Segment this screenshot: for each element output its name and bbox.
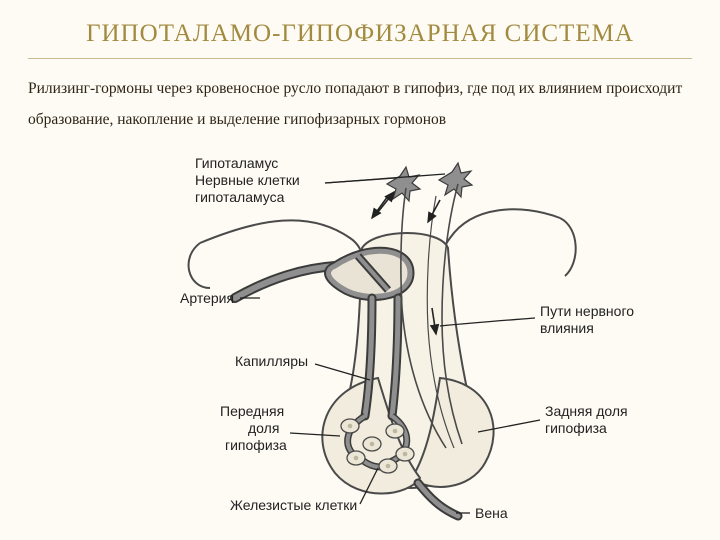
label-posterior-2: гипофиза — [545, 420, 607, 436]
slide: ГИПОТАЛАМО-ГИПОФИЗАРНАЯ СИСТЕМА Рилизинг… — [0, 0, 720, 540]
label-hypothalamus: Гипоталамус — [195, 155, 278, 171]
diagram-svg: Гипоталамус Нервные клетки гипоталамуса … — [140, 148, 680, 528]
neurosecretory-cells-icon — [387, 163, 472, 201]
label-capillaries: Капилляры — [235, 353, 308, 369]
label-anterior-2: доля — [248, 420, 279, 436]
slide-title: ГИПОТАЛАМО-ГИПОФИЗАРНАЯ СИСТЕМА — [28, 20, 692, 59]
label-hypothalamus-2: Нервные клетки — [195, 172, 300, 188]
label-anterior-1: Передняя — [220, 403, 284, 419]
label-vein: Вена — [475, 505, 508, 521]
body-paragraph: Рилизинг-гормоны через кровеносное русло… — [28, 73, 692, 135]
label-nerve-paths-1: Пути нервного — [540, 303, 634, 319]
label-anterior-3: гипофиза — [225, 437, 287, 453]
label-hypothalamus-3: гипоталамуса — [195, 189, 285, 205]
anatomy-diagram: Гипоталамус Нервные клетки гипоталамуса … — [140, 148, 680, 528]
label-artery: Артерия — [180, 290, 234, 306]
label-posterior-1: Задняя доля — [545, 403, 628, 419]
label-nerve-paths-2: влияния — [540, 320, 594, 336]
label-glandular: Железистые клетки — [230, 497, 357, 513]
